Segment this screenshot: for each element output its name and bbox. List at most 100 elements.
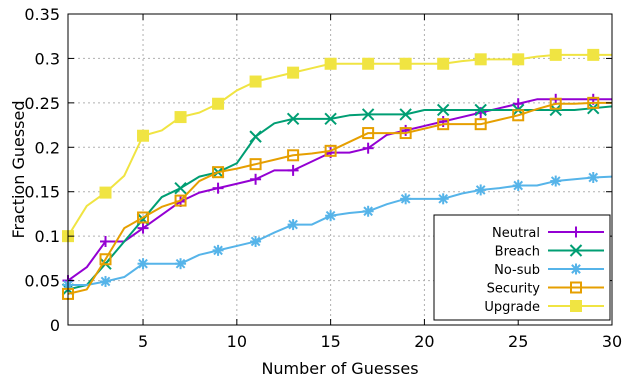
x-marker-stroke (399, 108, 412, 121)
data-point (212, 182, 224, 194)
x-marker-stroke (361, 108, 375, 121)
star-marker-stroke (138, 258, 148, 269)
data-point (549, 48, 562, 61)
y-axis-label: Fraction Guessed (9, 100, 28, 238)
y-tick-label: 0.05 (24, 272, 60, 291)
data-point (137, 258, 149, 270)
data-point (249, 158, 262, 171)
data-point (512, 179, 524, 191)
legend-swatch-marker (569, 244, 583, 257)
star-marker-stroke (100, 276, 111, 287)
y-tick-label: 0.35 (24, 5, 60, 24)
data-point (287, 219, 299, 231)
series-neutral (62, 93, 612, 287)
legend-label: Neutral (492, 226, 540, 241)
series-line (67, 101, 612, 295)
data-point (362, 127, 375, 140)
y-tick-label: 0 (50, 316, 60, 335)
data-point (512, 53, 525, 66)
x-marker-stroke (549, 103, 562, 117)
data-point (250, 173, 262, 185)
data-point (549, 97, 562, 110)
data-point (475, 184, 487, 196)
x-marker-stroke (436, 103, 450, 117)
data-point (474, 118, 487, 131)
data-point (362, 205, 374, 217)
star-marker-stroke (550, 176, 561, 186)
legend-label: Security (487, 282, 541, 297)
star-marker-stroke (438, 193, 449, 204)
data-point (174, 111, 187, 124)
x-tick-label: 5 (138, 332, 148, 351)
data-point (361, 108, 375, 121)
legend: Neutral Breach No-sub Security Upgrade (433, 214, 611, 321)
data-point (437, 193, 449, 205)
y-tick-label: 0.3 (35, 49, 60, 68)
y-tick-label: 0.25 (24, 94, 60, 113)
data-point (212, 166, 225, 179)
legend-swatch-marker (570, 263, 582, 275)
data-point (137, 211, 150, 224)
data-point (324, 112, 337, 126)
x-marker-stroke (474, 103, 487, 117)
legend-swatch-marker (570, 281, 582, 294)
x-marker-stroke (286, 112, 300, 126)
data-point (512, 98, 524, 110)
data-point (249, 130, 262, 143)
x-marker-stroke (174, 181, 187, 195)
star-marker-stroke (363, 206, 373, 217)
series-no-sub (62, 171, 613, 291)
y-tick-label: 0.2 (35, 138, 60, 157)
data-point (587, 48, 600, 61)
data-point (287, 66, 300, 79)
star-marker-stroke (288, 219, 298, 230)
axis-ticks: 5 10 15 20 25 30 0 0.05 0.1 0.15 0.2 0.25 0.3 0.35 (24, 5, 622, 351)
star-marker-stroke (213, 245, 223, 256)
star-marker-stroke (588, 172, 599, 183)
data-point (212, 97, 225, 110)
star-marker-stroke (475, 185, 486, 195)
x-marker-stroke (324, 112, 337, 126)
star-marker-stroke (400, 193, 411, 204)
data-point (512, 109, 525, 122)
x-marker-stroke (249, 130, 262, 143)
legend-swatch-marker (570, 300, 582, 312)
data-point (550, 175, 562, 187)
plot-frame (67, 13, 613, 326)
data-point (249, 75, 262, 88)
data-point (250, 235, 262, 247)
x-tick-label: 30 (602, 332, 622, 351)
data-point (400, 193, 412, 205)
data-point (286, 112, 300, 126)
x-marker-stroke (569, 244, 583, 257)
data-point (399, 57, 412, 70)
data-point (137, 129, 150, 142)
data-point (174, 194, 187, 207)
legend-label: No-sub (494, 263, 540, 278)
y-tick-label: 0.1 (35, 227, 60, 246)
data-point (436, 103, 450, 117)
data-point (362, 142, 374, 154)
legend-label: Upgrade (484, 300, 540, 315)
data-point (437, 57, 450, 70)
data-point (99, 253, 112, 266)
x-tick-label: 15 (320, 332, 340, 351)
data-point (400, 124, 412, 136)
data-point (212, 244, 224, 256)
data-point (587, 171, 599, 183)
data-point (100, 235, 112, 247)
y-tick-label: 0.15 (24, 183, 60, 202)
legend-swatch-marker (570, 226, 582, 238)
data-point (437, 118, 450, 131)
star-marker-stroke (325, 210, 336, 221)
x-tick-label: 20 (414, 332, 434, 351)
data-point (474, 53, 487, 66)
x-tick-label: 25 (508, 332, 528, 351)
data-point (399, 127, 412, 140)
data-point (99, 186, 112, 199)
series-layer (61, 48, 613, 300)
data-point (324, 144, 337, 157)
data-point (174, 181, 187, 195)
data-point (137, 222, 149, 234)
